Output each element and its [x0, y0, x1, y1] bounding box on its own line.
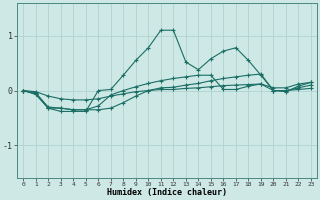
X-axis label: Humidex (Indice chaleur): Humidex (Indice chaleur) — [107, 188, 227, 197]
